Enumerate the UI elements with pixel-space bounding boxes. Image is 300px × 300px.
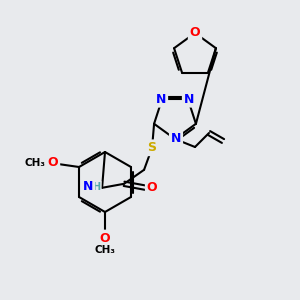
Text: N: N <box>156 93 166 106</box>
Text: N: N <box>83 180 93 193</box>
Text: CH₃: CH₃ <box>25 158 46 168</box>
Text: H: H <box>92 182 100 192</box>
Text: O: O <box>147 181 158 194</box>
Text: S: S <box>148 141 157 154</box>
Text: N: N <box>171 133 181 146</box>
Text: N: N <box>184 93 194 106</box>
Text: O: O <box>100 232 110 244</box>
Text: O: O <box>48 157 58 169</box>
Text: O: O <box>190 26 200 40</box>
Text: CH₃: CH₃ <box>94 245 116 255</box>
